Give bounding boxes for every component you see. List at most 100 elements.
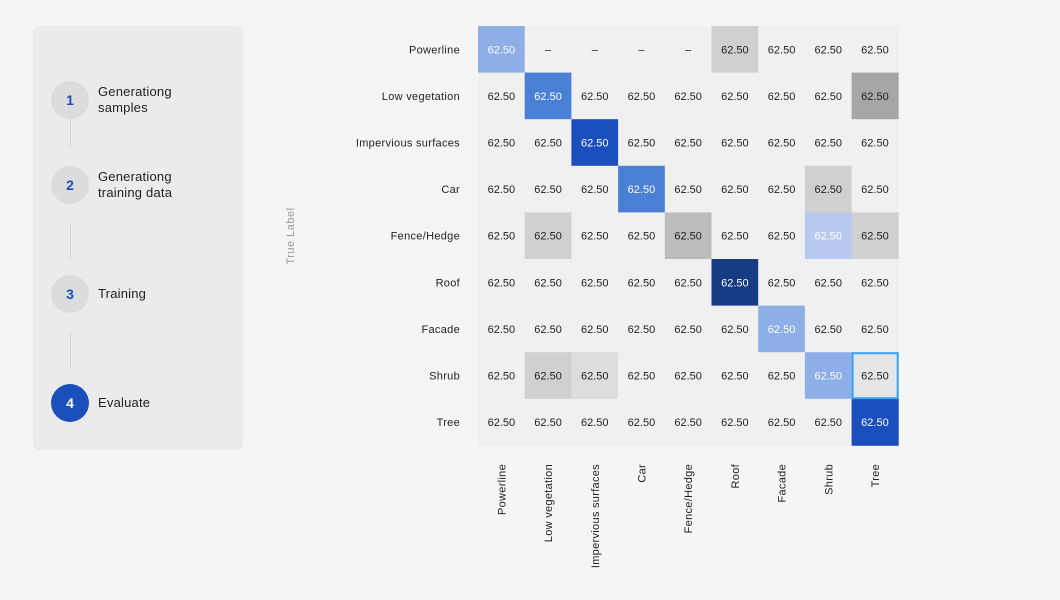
heatmap-cell[interactable] (851, 398, 899, 446)
heatmap-cell-value: 62.50 (488, 91, 516, 103)
heatmap-cell[interactable] (804, 398, 852, 446)
heatmap-cell-value: 62.50 (488, 417, 516, 429)
heatmap-cell[interactable] (804, 212, 852, 260)
heatmap-cell-value: 62.50 (721, 324, 749, 336)
heatmap-cell[interactable] (711, 72, 759, 120)
heatmap-cell[interactable] (524, 352, 572, 400)
heatmap-cell[interactable] (571, 398, 619, 446)
heatmap-cell[interactable] (758, 352, 806, 400)
heatmap-cell[interactable] (618, 119, 666, 167)
heatmap-cell[interactable] (478, 352, 526, 400)
heatmap-cell[interactable] (664, 212, 712, 260)
heatmap-cell[interactable] (571, 212, 619, 260)
heatmap-cell[interactable] (804, 26, 852, 73)
heatmap-cell[interactable] (758, 398, 806, 446)
heatmap-cell[interactable] (851, 305, 899, 353)
heatmap-cell[interactable] (804, 259, 852, 306)
heatmap-cell[interactable] (804, 305, 852, 353)
heatmap-cell[interactable] (618, 26, 666, 73)
heatmap-cell[interactable] (851, 165, 899, 213)
step-generating-samples[interactable]: 1 Generationg samples (51, 80, 236, 120)
heatmap-cell[interactable] (711, 305, 759, 353)
heatmap-cell[interactable] (618, 259, 666, 306)
heatmap-cell[interactable] (804, 352, 852, 400)
heatmap-cell[interactable] (618, 165, 666, 213)
heatmap-cell[interactable] (758, 259, 806, 306)
heatmap-cell[interactable] (664, 72, 712, 120)
row-label: Roof (436, 277, 461, 289)
stepper-panel: 1 Generationg samples 2 Generationg trai… (33, 26, 243, 450)
heatmap-cell-value: 62.50 (534, 417, 562, 429)
heatmap-cell[interactable] (478, 26, 526, 73)
heatmap-cell[interactable] (851, 259, 899, 306)
heatmap-cell[interactable] (711, 119, 759, 167)
heatmap-cell[interactable] (571, 72, 619, 120)
heatmap-cell-value: 62.50 (581, 417, 609, 429)
heatmap-cell[interactable] (851, 352, 899, 400)
heatmap-cell[interactable] (571, 259, 619, 306)
heatmap-cell[interactable] (804, 72, 852, 120)
heatmap-cell[interactable] (664, 165, 712, 213)
step-evaluate[interactable]: 4 Evaluate (51, 383, 236, 423)
heatmap-cell[interactable] (664, 352, 712, 400)
heatmap-cell[interactable] (804, 119, 852, 167)
heatmap-cell[interactable] (711, 212, 759, 260)
heatmap-cell-value: 62.50 (861, 184, 889, 196)
heatmap-cell[interactable] (478, 212, 526, 260)
heatmap-cell[interactable] (711, 352, 759, 400)
step-generating-training-data[interactable]: 2 Generationg training data (51, 165, 236, 205)
heatmap-cell[interactable] (524, 26, 572, 73)
heatmap-cell[interactable] (618, 212, 666, 260)
heatmap-cell[interactable] (478, 165, 526, 213)
heatmap-cell[interactable] (664, 119, 712, 167)
heatmap-cell[interactable] (851, 119, 899, 167)
heatmap-cell-value: 62.50 (534, 277, 562, 289)
heatmap-cell-value: 62.50 (628, 371, 656, 383)
heatmap-cell[interactable] (524, 305, 572, 353)
step-label: Training (98, 286, 147, 301)
heatmap-cell[interactable] (618, 305, 666, 353)
heatmap-cell[interactable] (478, 119, 526, 167)
heatmap-cell[interactable] (524, 398, 572, 446)
heatmap-cell[interactable] (571, 26, 619, 73)
heatmap-cell[interactable] (758, 165, 806, 213)
heatmap-cell[interactable] (664, 305, 712, 353)
step-training[interactable]: 3 Training (51, 274, 236, 314)
heatmap-cell[interactable] (711, 398, 759, 446)
heatmap-cell[interactable] (524, 212, 572, 260)
heatmap-cell[interactable] (478, 305, 526, 353)
heatmap-cell[interactable] (524, 72, 572, 120)
heatmap-cell[interactable] (711, 165, 759, 213)
heatmap-cell[interactable] (524, 119, 572, 167)
heatmap-cell[interactable] (758, 72, 806, 120)
heatmap-cell[interactable] (524, 259, 572, 306)
heatmap-cell[interactable] (851, 26, 899, 73)
step-connector (70, 223, 71, 259)
heatmap-cell[interactable] (571, 352, 619, 400)
column-label: Impervious surfaces (590, 464, 602, 568)
heatmap-cell[interactable] (571, 165, 619, 213)
heatmap-cell[interactable] (758, 26, 806, 73)
heatmap-cell[interactable] (851, 72, 899, 120)
heatmap-cell[interactable] (524, 165, 572, 213)
heatmap-cell[interactable] (478, 259, 526, 306)
heatmap-cell[interactable] (804, 165, 852, 213)
heatmap-cell[interactable] (618, 72, 666, 120)
heatmap-cell[interactable] (664, 259, 712, 306)
heatmap-cell[interactable] (851, 212, 899, 260)
heatmap-cell[interactable] (711, 259, 759, 306)
heatmap-cell[interactable] (478, 398, 526, 446)
heatmap-cell[interactable] (711, 26, 759, 73)
column-label: Facade (777, 464, 789, 503)
heatmap-cell[interactable] (618, 398, 666, 446)
heatmap-cell[interactable] (758, 212, 806, 260)
heatmap-cell[interactable] (664, 26, 712, 73)
heatmap-cell[interactable] (478, 72, 526, 120)
heatmap-cell[interactable] (664, 398, 712, 446)
heatmap-cell[interactable] (571, 119, 619, 167)
heatmap-cell[interactable] (571, 305, 619, 353)
heatmap-cell[interactable] (618, 352, 666, 400)
heatmap-cell-value: 62.50 (628, 184, 656, 196)
heatmap-cell[interactable] (758, 305, 806, 353)
heatmap-cell[interactable] (758, 119, 806, 167)
